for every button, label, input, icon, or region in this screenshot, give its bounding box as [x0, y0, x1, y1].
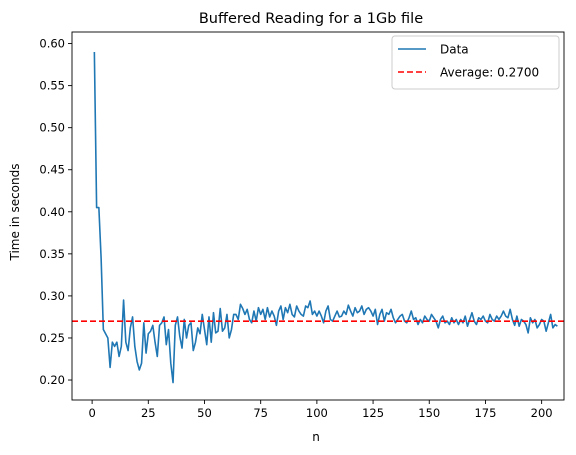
y-tick-label: 0.20	[39, 373, 65, 387]
x-tick-label: 25	[141, 406, 156, 420]
series-line-data	[93, 51, 558, 384]
chart-title: Buffered Reading for a 1Gb file	[199, 11, 423, 27]
legend: Data Average: 0.2700	[391, 35, 560, 90]
x-tick-label: 0	[88, 406, 95, 420]
x-tick-label: 125	[362, 406, 384, 420]
y-tick-label: 0.25	[39, 331, 65, 345]
y-tick-label: 0.60	[39, 37, 65, 51]
y-tick-label: 0.55	[39, 79, 65, 93]
x-tick-label: 100	[306, 406, 328, 420]
y-tick-label: 0.40	[39, 205, 65, 219]
y-tick-label: 0.35	[39, 247, 65, 261]
y-axis-label: Time in seconds	[8, 164, 22, 262]
legend-label-average: Average: 0.2700	[440, 66, 539, 80]
y-tick-label: 0.30	[39, 289, 65, 303]
y-tick-label: 0.45	[39, 163, 65, 177]
y-axis: 0.20 0.25 0.30 0.35 0.40 0.45 0.50 0.55 0.60	[39, 37, 72, 387]
axes-frame	[71, 31, 565, 401]
x-tick-label: 175	[474, 406, 496, 420]
plot-area	[71, 31, 565, 401]
x-tick-label: 200	[531, 406, 553, 420]
y-tick-label: 0.50	[39, 121, 65, 135]
x-tick-label: 75	[253, 406, 268, 420]
x-axis: 0 25 50 75 100 125 150 175 200	[88, 400, 553, 420]
legend-frame	[391, 35, 560, 90]
x-tick-label: 50	[197, 406, 212, 420]
legend-label-data: Data	[440, 43, 469, 57]
x-axis-label: n	[312, 430, 320, 444]
x-tick-label: 150	[418, 406, 440, 420]
